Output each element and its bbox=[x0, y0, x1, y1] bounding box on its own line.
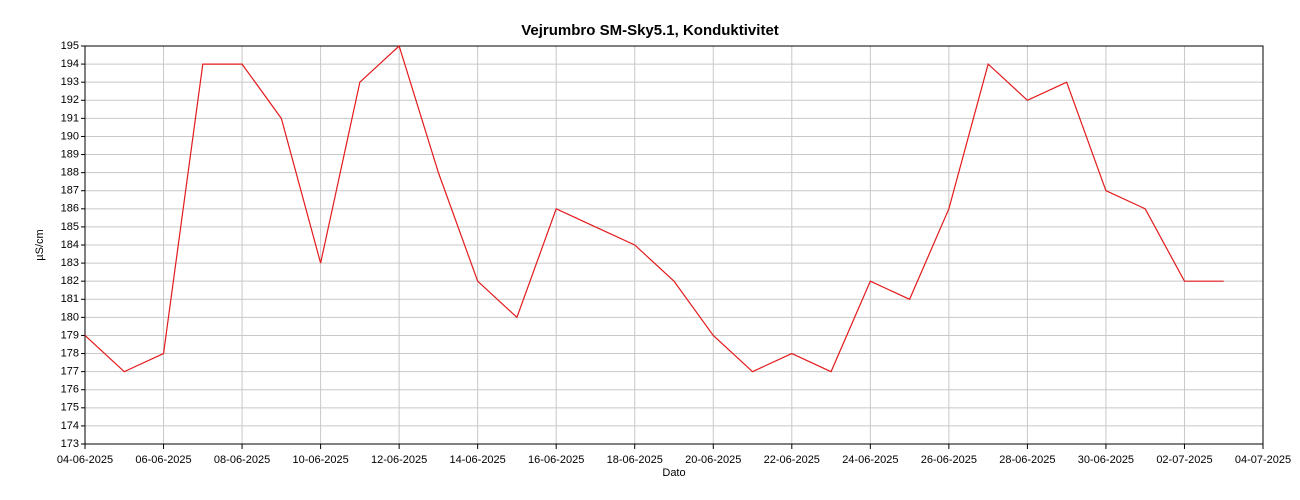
y-tick-label: 187 bbox=[61, 185, 79, 197]
plot-frame bbox=[84, 45, 1264, 445]
x-tick-label: 20-06-2025 bbox=[685, 454, 741, 466]
y-tick-label: 190 bbox=[61, 130, 79, 142]
x-tick-label: 22-06-2025 bbox=[764, 454, 820, 466]
chart-title: Vejrumbro SM-Sky5.1, Konduktivitet bbox=[521, 22, 779, 39]
x-tick-label: 02-07-2025 bbox=[1156, 454, 1212, 466]
y-tick-label: 173 bbox=[61, 438, 79, 450]
y-tick-label: 174 bbox=[61, 420, 79, 432]
x-tick-label: 08-06-2025 bbox=[214, 454, 270, 466]
y-tick-label: 191 bbox=[61, 112, 79, 124]
y-tick-label: 182 bbox=[61, 275, 79, 287]
x-tick-label: 30-06-2025 bbox=[1078, 454, 1134, 466]
y-tick-label: 184 bbox=[61, 239, 79, 251]
x-tick-label: 06-06-2025 bbox=[135, 454, 191, 466]
y-tick-label: 186 bbox=[61, 203, 79, 215]
y-tick-label: 189 bbox=[61, 148, 79, 160]
x-tick-label: 18-06-2025 bbox=[607, 454, 663, 466]
y-tick-label: 179 bbox=[61, 329, 79, 341]
x-tick-label: 24-06-2025 bbox=[842, 454, 898, 466]
y-tick-label: 181 bbox=[61, 293, 79, 305]
y-tick-label: 188 bbox=[61, 167, 79, 179]
y-tick-label: 177 bbox=[61, 366, 79, 378]
data-line bbox=[84, 44, 1224, 373]
y-tick-label: 178 bbox=[61, 347, 79, 359]
x-tick-label: 16-06-2025 bbox=[528, 454, 584, 466]
y-tick-label: 183 bbox=[61, 257, 79, 269]
x-tick-label: 10-06-2025 bbox=[292, 454, 348, 466]
y-tick-label: 193 bbox=[61, 76, 79, 88]
y-tick-label: 192 bbox=[61, 94, 79, 106]
y-tick-label: 180 bbox=[61, 311, 79, 323]
x-tick-label: 14-06-2025 bbox=[450, 454, 506, 466]
x-tick-label: 26-06-2025 bbox=[921, 454, 977, 466]
x-axis-label: Dato bbox=[662, 467, 685, 479]
x-tick-label: 12-06-2025 bbox=[371, 454, 427, 466]
x-tick-label: 04-07-2025 bbox=[1235, 454, 1291, 466]
y-axis-label: µS/cm bbox=[34, 229, 46, 260]
x-tick-label: 04-06-2025 bbox=[57, 454, 113, 466]
x-tick-label: 28-06-2025 bbox=[999, 454, 1055, 466]
y-tick-label: 195 bbox=[61, 40, 79, 52]
y-tick-label: 175 bbox=[61, 402, 79, 414]
y-tick-label: 194 bbox=[61, 58, 79, 70]
y-tick-label: 185 bbox=[61, 221, 79, 233]
y-tick-label: 176 bbox=[61, 384, 79, 396]
